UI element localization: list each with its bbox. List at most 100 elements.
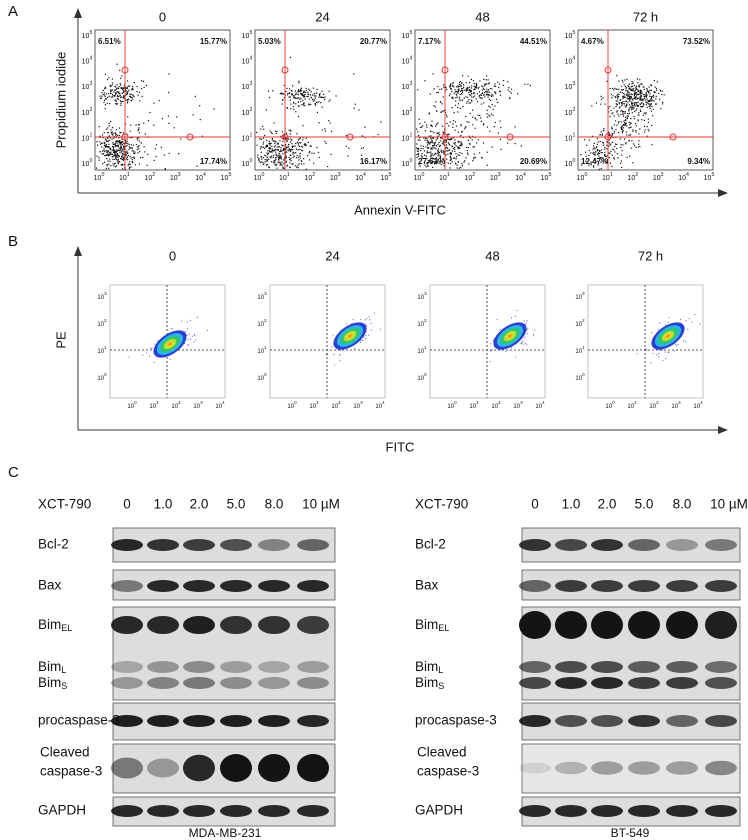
dot: [137, 94, 139, 96]
row-label-sub: EL: [61, 623, 72, 633]
tick-base: 10: [575, 295, 582, 301]
tick-base: 10: [515, 175, 523, 182]
dot: [580, 154, 582, 156]
y-axis-label: PE: [53, 331, 68, 349]
dot: [274, 142, 276, 144]
dot: [273, 160, 275, 162]
dot: [137, 123, 139, 126]
dot: [285, 137, 287, 139]
tick-base: 10: [97, 376, 104, 382]
tick-base: 10: [375, 404, 382, 410]
dot: [315, 104, 317, 106]
dot: [325, 354, 327, 356]
dot: [281, 164, 283, 166]
dot: [607, 107, 610, 109]
dot: [451, 85, 454, 87]
dot: [642, 99, 645, 101]
dot: [120, 147, 122, 149]
dot: [285, 145, 287, 147]
dot: [290, 129, 292, 131]
dot: [478, 91, 480, 93]
dot: [641, 119, 643, 121]
dot: [280, 156, 282, 158]
dot: [282, 140, 284, 143]
dot: [446, 116, 448, 118]
dot: [431, 140, 433, 142]
dot: [443, 132, 445, 135]
dot: [130, 100, 132, 102]
dot: [115, 99, 117, 101]
dot: [459, 84, 461, 86]
dot: [608, 156, 610, 159]
dot: [260, 138, 262, 140]
dot: [363, 336, 365, 338]
dot: [439, 144, 441, 147]
dot: [610, 93, 612, 95]
tick-base: 10: [119, 175, 127, 182]
dot: [105, 87, 107, 89]
dot: [650, 97, 653, 99]
dot: [369, 319, 371, 321]
dot: [272, 140, 275, 142]
dot: [437, 153, 439, 155]
dot: [417, 139, 419, 141]
dot: [262, 163, 264, 166]
dot: [112, 95, 114, 97]
dot: [102, 89, 104, 92]
dot: [111, 149, 113, 151]
dot: [104, 94, 106, 96]
dot: [600, 98, 603, 100]
dot: [286, 146, 288, 148]
x-tick-label: 103: [513, 400, 523, 409]
band: [591, 677, 623, 689]
x-tick-label: 104: [535, 400, 545, 409]
dot: [483, 88, 485, 90]
dot: [620, 146, 622, 148]
dot: [129, 155, 131, 157]
dot: [611, 97, 613, 99]
dot: [649, 105, 651, 107]
dot: [514, 356, 517, 358]
dot: [370, 329, 372, 331]
dot: [301, 93, 303, 95]
dot: [633, 105, 635, 107]
dot: [493, 85, 495, 87]
dot: [431, 142, 433, 144]
dot: [136, 90, 138, 93]
concentration-label: 5.0: [635, 497, 654, 512]
dot: [632, 162, 634, 164]
dot: [289, 162, 291, 164]
dot: [361, 339, 364, 342]
dot: [635, 102, 637, 104]
dot: [627, 85, 629, 87]
y-tick-label: 103: [575, 291, 585, 300]
dot: [105, 146, 107, 148]
dot: [460, 90, 462, 92]
dot: [509, 91, 511, 93]
dot: [454, 143, 456, 145]
row-label-main: Bim: [415, 675, 438, 690]
tick-base: 10: [414, 175, 422, 182]
dot: [134, 153, 136, 155]
dot: [483, 85, 485, 87]
dot: [643, 104, 645, 106]
dot: [416, 147, 418, 149]
y-tick-label: 100: [402, 158, 413, 167]
dot: [533, 329, 536, 332]
dot: [638, 112, 640, 114]
tick-exponent: 2: [472, 172, 475, 178]
dot: [661, 349, 663, 351]
band: [147, 758, 179, 778]
dot: [502, 84, 504, 86]
dot: [130, 137, 132, 139]
dot: [626, 104, 628, 106]
dot: [524, 83, 526, 85]
dot: [325, 142, 327, 144]
dot: [635, 86, 637, 88]
dot: [487, 90, 489, 92]
dot: [120, 84, 122, 86]
dot: [628, 97, 630, 99]
dot: [262, 143, 264, 145]
dot: [131, 159, 133, 161]
dot: [636, 353, 638, 355]
